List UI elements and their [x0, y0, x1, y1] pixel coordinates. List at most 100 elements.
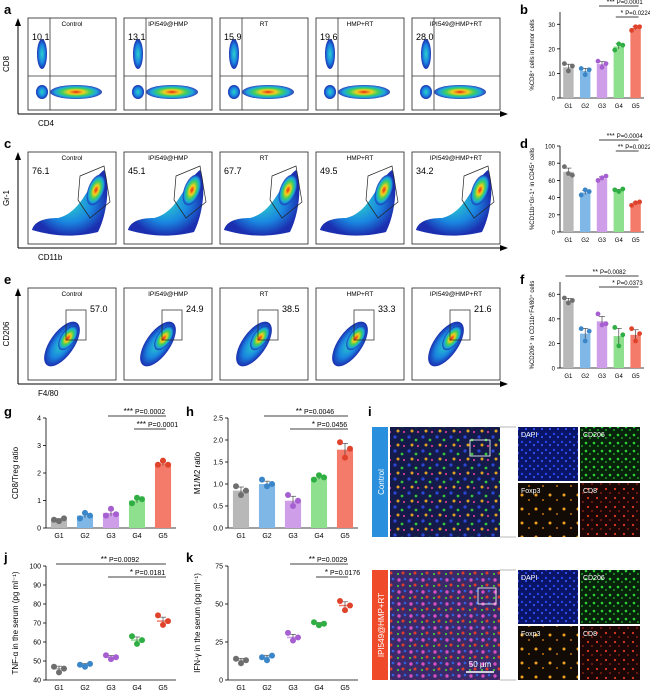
p-value-h: P=0.0046: [304, 409, 334, 416]
x-tick-label-k: G3: [288, 685, 297, 692]
significance-stars-b: *: [620, 10, 623, 17]
data-point-g-G1: [56, 518, 62, 525]
data-point-f-G5: [629, 326, 634, 332]
x-tick-label-f: G5: [632, 374, 641, 380]
data-point-d-G3: [599, 175, 605, 181]
x-tick-label-h: G5: [340, 533, 349, 540]
merged-image-control: [390, 427, 500, 537]
data-point-f-G4: [612, 325, 618, 330]
y-tick-label-j: 80: [33, 602, 41, 609]
x-tick-label-k: G2: [262, 685, 271, 692]
gate-box: [353, 309, 375, 341]
channel-label-dapi: DAPI: [521, 432, 537, 439]
y-tick-label-f: 60: [548, 293, 555, 299]
channel-label-dapi-2: DAPI: [521, 575, 537, 582]
row-label-bar-treatment: [372, 570, 388, 680]
cd4-population: [338, 85, 390, 99]
y-tick-label-d: 40: [548, 196, 555, 202]
bar-b-G1: [563, 67, 574, 98]
flow-percentage: 76.1: [32, 166, 50, 176]
y-tick-label-d: 60: [548, 179, 555, 185]
y-tick-label-j: 60: [33, 640, 41, 647]
gate-polygon: [461, 165, 495, 219]
cd4-population: [434, 85, 486, 99]
macrophage-hotspot: [154, 325, 174, 351]
data-point-b-G5: [633, 24, 638, 30]
flow-x-label-a: CD4: [38, 119, 55, 128]
p-value-k: P=0.0176: [330, 570, 360, 577]
significance-stars-j: **: [101, 555, 107, 564]
x-tick-label-h: G4: [314, 533, 323, 540]
channel-label-cd206-2: CD206: [583, 575, 605, 582]
data-point-b-G3: [599, 64, 605, 70]
y-tick-label-b: 10: [548, 72, 555, 78]
x-tick-label-j: G3: [106, 685, 115, 692]
x-tick-label-d: G4: [615, 238, 624, 244]
y-tick-label-j: 70: [33, 621, 41, 628]
x-tick-label-j: G1: [54, 685, 63, 692]
significance-stars-k: *: [325, 568, 328, 577]
channel-label-foxp3-2: Foxp3: [521, 631, 541, 638]
y-tick-label-b: 20: [548, 47, 555, 53]
data-point-k-G1: [243, 657, 249, 664]
x-tick-label-g: G2: [80, 533, 89, 540]
x-tick-label-j: G5: [158, 685, 167, 692]
flow-x-label-c: CD11b: [38, 253, 63, 262]
y-tick-label-b: 0: [552, 97, 556, 103]
cd4-population: [242, 85, 294, 99]
data-point-k-G3: [285, 629, 291, 636]
x-tick-label-b: G5: [632, 104, 641, 110]
data-point-g-G3: [103, 512, 109, 519]
data-point-b-G3: [595, 58, 601, 64]
y-tick-label-d: 100: [545, 145, 556, 151]
y-tick-label-k: 0: [219, 678, 223, 685]
y-axis-label-h: M1/M2 ratio: [193, 451, 202, 494]
bar-d-G1: [563, 171, 574, 232]
panel-letter-e: e: [4, 272, 11, 287]
x-tick-label-b: G4: [615, 104, 624, 110]
p-value-f: P=0.0373: [617, 281, 644, 287]
y-tick-label-g: 0: [37, 526, 41, 533]
data-point-d-G2: [586, 189, 592, 194]
p-value-d: P=0.0022: [625, 145, 650, 151]
panel-letter-c: c: [4, 136, 11, 151]
flow-group-label: HMP+RT: [347, 291, 374, 298]
x-tick-label-j: G2: [80, 685, 89, 692]
cd8-image-control: [580, 483, 640, 537]
data-point-d-G5: [637, 199, 642, 205]
y-tick-label-h: 1.5: [213, 460, 223, 467]
x-tick-label-k: G1: [236, 685, 245, 692]
significance-stars-g: ***: [137, 420, 146, 429]
bar-h-G4: [310, 477, 328, 528]
bar-h-G3: [284, 500, 302, 528]
data-point-b-G4: [612, 47, 618, 53]
y-tick-label-g: 4: [37, 416, 41, 423]
panel-letter-a: a: [4, 2, 12, 17]
gate-polygon: [77, 165, 111, 219]
y-tick-label-g: 1: [37, 498, 41, 505]
p-value-g: P=0.0002: [135, 409, 165, 416]
bar-h-G1: [232, 490, 250, 528]
y-tick-label-j: 40: [33, 678, 41, 685]
flow-percentage: 24.9: [186, 304, 204, 314]
flow-group-label: IPI549@HMP+RT: [430, 155, 482, 162]
flow-percentage: 28.0: [416, 32, 434, 42]
data-point-g-G5: [155, 461, 161, 468]
panel-letter-k: k: [186, 550, 194, 565]
significance-stars-d: ***: [607, 133, 615, 140]
data-point-j-G4: [134, 640, 140, 647]
data-point-h-G3: [285, 492, 291, 498]
data-point-d-G1: [562, 164, 567, 170]
data-point-j-G1: [56, 669, 62, 676]
gate-box: [65, 309, 87, 341]
x-tick-label-j: G4: [132, 685, 141, 692]
bar-f-G5: [630, 334, 641, 368]
bar-b-G4: [613, 46, 625, 98]
p-value-b: P=0.0001: [617, 0, 644, 6]
flow-group-label: Control: [62, 291, 84, 298]
p-value-d: P=0.0004: [617, 134, 644, 140]
y-tick-label-j: 90: [33, 583, 41, 590]
flow-percentage: 33.3: [378, 304, 396, 314]
data-point-g-G5: [165, 461, 171, 468]
data-point-b-G4: [620, 42, 626, 48]
